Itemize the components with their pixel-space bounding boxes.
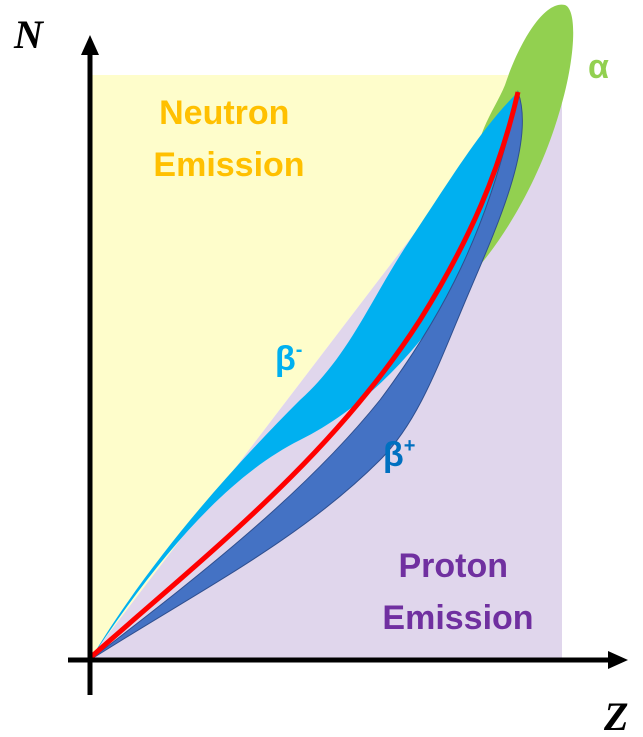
x-label: Z bbox=[603, 694, 628, 737]
beta-plus-label: β+ bbox=[383, 435, 415, 474]
y-arrow bbox=[81, 35, 99, 55]
x-arrow bbox=[608, 651, 628, 669]
beta-plus-band bbox=[89, 90, 523, 661]
neutron-label: Neutron Emission bbox=[153, 94, 304, 184]
beta-minus-label: β- bbox=[275, 339, 302, 378]
proton-label: Proton Emission bbox=[382, 547, 533, 637]
stability-line bbox=[88, 91, 521, 660]
beta-minus-band bbox=[90, 95, 518, 660]
alpha-label: α bbox=[588, 48, 609, 86]
y-label: N bbox=[13, 12, 45, 57]
